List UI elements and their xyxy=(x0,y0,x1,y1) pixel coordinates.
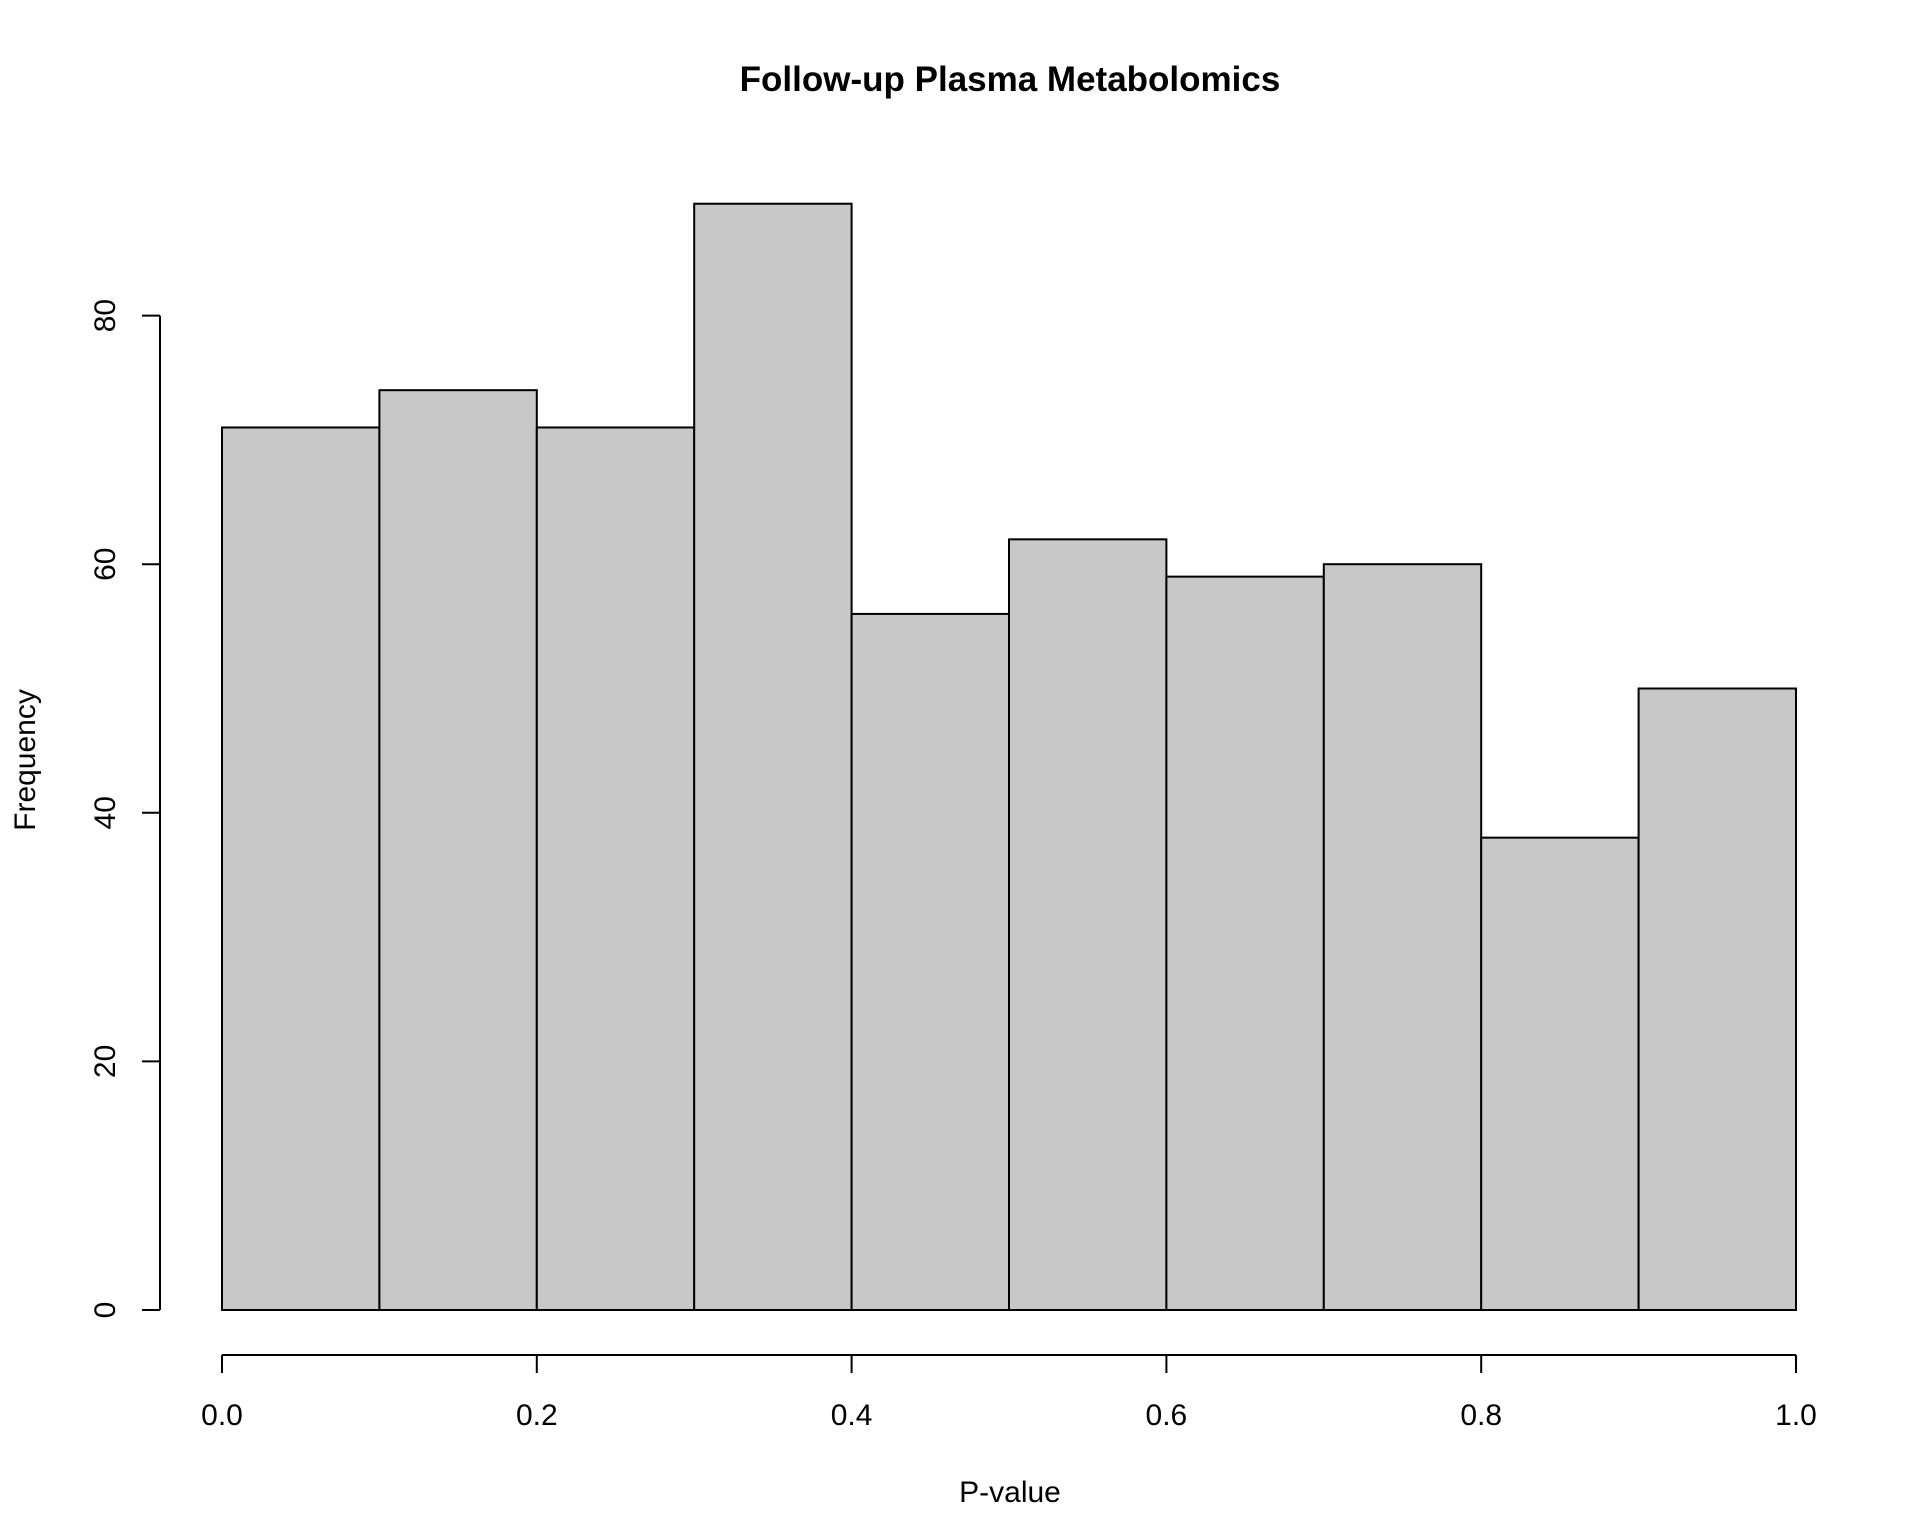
histogram-bar-1 xyxy=(221,426,381,1312)
histogram-bar-10 xyxy=(1637,687,1797,1311)
x-tick-label: 0.2 xyxy=(516,1399,558,1432)
x-axis: 0.0 0.2 0.4 0.6 0.8 1.0 xyxy=(201,1354,1817,1432)
y-tick-label: 80 xyxy=(89,299,122,332)
histogram-bar-3 xyxy=(535,426,696,1312)
histogram-bar-5 xyxy=(850,612,1010,1311)
x-tick-label: 0.8 xyxy=(1460,1399,1502,1432)
y-tick-label: 60 xyxy=(89,548,122,581)
y-tick-label: 40 xyxy=(89,796,122,829)
histogram-bar-9 xyxy=(1480,836,1640,1311)
histogram-bar-2 xyxy=(378,389,538,1311)
x-axis-label: P-value xyxy=(959,1476,1061,1509)
y-axis-label: Frequency xyxy=(9,689,42,831)
y-axis: 0 20 40 60 80 xyxy=(89,299,161,1319)
y-tick-label: 20 xyxy=(89,1045,122,1078)
chart-title: Follow-up Plasma Metabolomics xyxy=(740,60,1281,99)
x-tick-label: 0.4 xyxy=(831,1399,873,1432)
histogram-bar-6 xyxy=(1008,538,1168,1311)
histogram-bar-8 xyxy=(1322,563,1483,1311)
x-tick-label: 0.6 xyxy=(1146,1399,1188,1432)
y-tick-label: 0 xyxy=(89,1302,122,1319)
x-tick-label: 1.0 xyxy=(1775,1399,1817,1432)
bars-group xyxy=(221,202,1797,1312)
histogram-bar-7 xyxy=(1165,575,1325,1311)
histogram-bar-4 xyxy=(693,202,853,1312)
x-tick-label: 0.0 xyxy=(201,1399,243,1432)
